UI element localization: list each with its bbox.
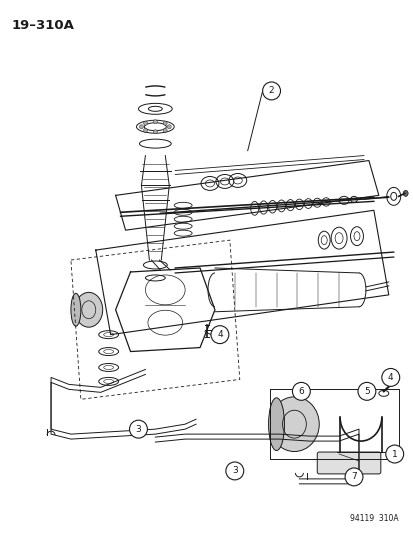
Circle shape [211,326,228,344]
Circle shape [381,368,399,386]
Text: 3: 3 [135,425,141,434]
Circle shape [153,130,157,134]
Ellipse shape [402,190,407,196]
Text: 5: 5 [363,387,369,396]
Text: 3: 3 [231,466,237,475]
Circle shape [225,462,243,480]
Text: 4: 4 [387,373,393,382]
Circle shape [143,128,147,132]
Circle shape [262,82,280,100]
Circle shape [344,468,362,486]
Text: 94119  310A: 94119 310A [349,514,398,523]
FancyBboxPatch shape [316,452,380,474]
Circle shape [292,382,310,400]
Text: 6: 6 [298,387,304,396]
Text: 2: 2 [268,86,274,95]
Ellipse shape [268,398,284,450]
Circle shape [153,120,157,124]
Circle shape [129,420,147,438]
Ellipse shape [75,293,102,327]
Circle shape [167,125,171,129]
Circle shape [163,128,167,132]
Circle shape [163,121,167,125]
Text: 1: 1 [391,449,396,458]
Circle shape [139,125,143,129]
Ellipse shape [269,397,318,451]
Circle shape [385,445,403,463]
Text: 19–310A: 19–310A [11,19,74,33]
Text: 7: 7 [350,472,356,481]
Text: 4: 4 [216,330,222,339]
Circle shape [143,121,147,125]
Circle shape [357,382,375,400]
Ellipse shape [71,293,81,326]
